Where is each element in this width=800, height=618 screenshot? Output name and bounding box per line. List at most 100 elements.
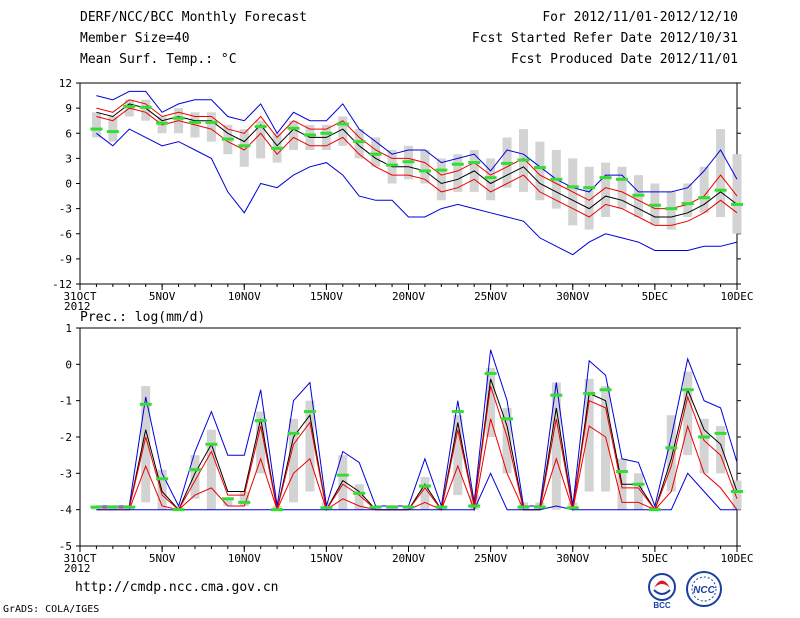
temp-obs-marker [123,104,136,108]
prec-obs-marker [172,508,185,512]
source-url[interactable]: http://cmdp.ncc.cma.gov.cn [75,580,279,595]
temp-ensemble-box [535,141,545,201]
logos: BCC NCC [648,571,722,610]
temp-xtick-label: 31OCT [63,290,96,303]
temp-ytick-label: -9 [59,253,72,266]
temp-ensemble-box [584,166,594,230]
temp-obs-marker [188,120,201,124]
temp-obs-marker [632,193,645,197]
temp-ensemble-box [289,120,299,150]
prec-ensemble-box [650,506,660,510]
temp-obs-marker [418,169,431,173]
prec-ensemble-box [338,455,348,510]
temp-ensemble-box [91,112,101,138]
temp-obs-marker [172,116,185,120]
prec-obs-marker [402,505,415,509]
temp-obs-marker [665,207,678,211]
prec-ensemble-box [633,473,643,510]
prec-obs-marker [599,388,612,392]
temp-ensemble-box [683,183,693,217]
prec-obs-marker [484,371,497,375]
prec-obs-marker [714,431,727,435]
prec-ensemble-box [354,484,364,510]
prec-obs-marker [287,431,300,435]
temp-obs-marker [402,160,415,164]
prec-ensemble-box [289,418,299,503]
bcc-logo-text: BCC [653,601,671,610]
temp-obs-marker [484,176,497,180]
temp-ensemble-box [206,112,216,142]
temp-obs-marker [566,185,579,189]
prec-obs-marker [468,504,481,508]
prec-obs-marker [418,484,431,488]
prec-obs-marker [731,490,743,493]
temp-ytick-label: 3 [65,152,72,165]
temp-ensemble-box [436,158,446,201]
ncc-logo-text: NCC [693,585,715,596]
prec-ensemble-box [486,367,496,437]
temp-ytick-label: -3 [59,203,72,216]
temp-ensemble-box [256,120,266,159]
prec-obs-marker [106,505,119,509]
prec-obs-marker [501,417,514,421]
temp-ensemble-box [617,166,627,209]
temp-xtick-label: 5NOV [149,290,176,303]
bcc-logo: BCC [648,573,676,610]
prec-series-mean [96,378,738,512]
prec-obs-marker [451,410,464,414]
prec-ensemble-box [699,418,709,474]
prec-obs-marker [566,506,579,510]
temp-xtick-label: 30NOV [556,290,589,303]
temp-obs-marker [90,127,103,131]
temp-ensemble-box [453,154,463,192]
prec-series-min [96,472,737,511]
temp-obs-marker [731,202,743,206]
prec-obs-marker [238,500,251,504]
prec-obs-marker [156,477,169,481]
prec-obs-marker [435,505,448,509]
temp-obs-marker [156,121,169,125]
temp-ytick-label: 0 [65,178,72,191]
temp-obs-marker [287,126,300,130]
prec-ensemble-box [551,382,561,510]
prec-obs-marker [254,419,267,423]
temp-obs-marker [698,196,711,200]
temp-obs-marker [714,188,727,192]
prec-xtick-label: 15NOV [310,552,343,565]
prec-xtick-label: 25NOV [474,552,507,565]
temp-obs-marker [451,162,464,166]
prec-ensemble-box [223,498,233,507]
prec-ytick-label: 1 [65,322,72,335]
prec-series-max [96,349,738,508]
variable-label: Mean Surf. Temp.: °C [80,52,237,67]
temp-series-mean [96,103,738,218]
header-left: DERF/NCC/BCC Monthly Forecast Member Siz… [80,9,307,72]
temp-obs-marker [139,105,152,109]
prec-ensemble-box [666,415,676,492]
temp-xtick-label: 10NOV [228,290,261,303]
temp-ytick-label: -12 [52,278,72,291]
temp-ensemble-box [666,191,676,230]
temp-obs-marker [435,168,448,172]
prec-xtick-label: 30NOV [556,552,589,565]
prec-xtick-label: 10DEC [720,552,753,565]
temp-series-min [96,128,738,256]
temp-ensemble-box [338,116,348,146]
temp-series-upper [96,99,738,210]
prec-ytick-label: -2 [59,431,72,444]
temp-obs-marker [238,144,251,148]
prec-ytick-label: 0 [65,358,72,371]
fcst-produced: Fcst Produced Date 2012/11/01 [511,52,738,67]
temp-ytick-label: 12 [59,77,72,90]
prec-obs-marker [386,505,399,509]
prec-ensemble-box [502,407,512,474]
prec-ytick-label: -4 [59,504,73,517]
prec-obs-marker [90,505,103,509]
prec-xtick-label: 10NOV [228,552,261,565]
forecast-period: For 2012/11/01-2012/12/10 [542,10,738,25]
temp-ensemble-box [239,129,249,167]
prec-year-label: 2012 [64,562,91,575]
prec-obs-marker [336,473,349,477]
chart-title: DERF/NCC/BCC Monthly Forecast [80,10,307,25]
